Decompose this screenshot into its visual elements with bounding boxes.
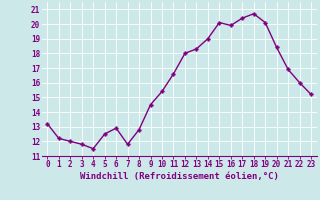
X-axis label: Windchill (Refroidissement éolien,°C): Windchill (Refroidissement éolien,°C) <box>80 172 279 181</box>
